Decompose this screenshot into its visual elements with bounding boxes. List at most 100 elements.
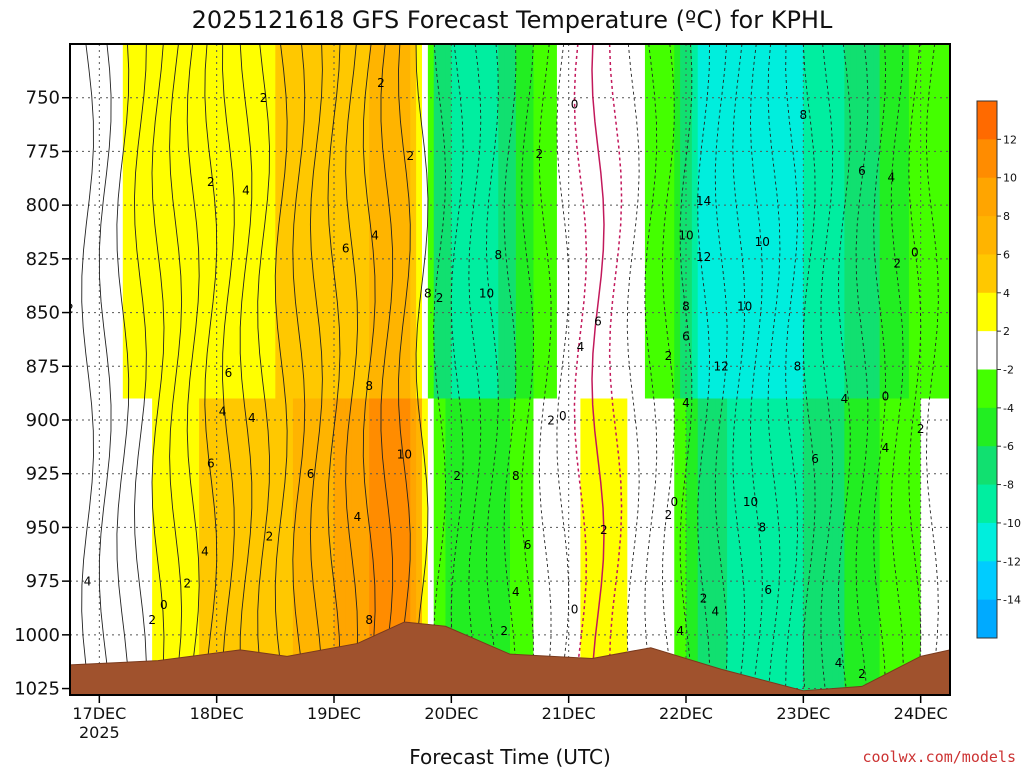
contour-label: 4: [841, 392, 849, 406]
band-cell-lower: [592, 398, 599, 695]
band-cell-lower: [721, 398, 728, 695]
colorbar-legend: 12 10 8 6 4 2 -2 -4 -6 -8 -10 -12 -14: [976, 100, 1021, 639]
band-cell-upper: [216, 44, 224, 399]
band-cell-lower: [568, 398, 576, 695]
band-cell-lower: [234, 398, 241, 695]
contour-label: 2: [184, 577, 192, 591]
contour-label: 4: [712, 605, 720, 619]
colorbar-tick-label: 2: [1003, 325, 1010, 338]
band-cell-upper: [111, 44, 118, 399]
band-cell-upper: [908, 44, 916, 399]
contour-label: 6: [682, 329, 690, 343]
x-tick-label: 22DEC: [659, 704, 713, 723]
contour-label: 10: [737, 299, 752, 313]
contour-label: 4: [354, 510, 362, 524]
contour-label: 2: [500, 624, 508, 638]
band-cell-upper: [873, 44, 881, 399]
band-cell-lower: [744, 398, 752, 695]
band-cell-lower: [410, 398, 417, 695]
band-cell-lower: [539, 398, 546, 695]
colorbar-tick-label: -10: [1003, 517, 1021, 530]
plot-frame: [69, 43, 951, 696]
contour-label: 4: [577, 340, 585, 354]
band-cell-lower: [914, 398, 922, 695]
band-cell-upper: [339, 44, 347, 399]
band-cell-lower: [791, 398, 799, 695]
grid-lines: [70, 44, 950, 695]
band-cell-lower: [879, 398, 887, 695]
band-cell-upper: [932, 44, 939, 399]
colorbar-bin: [977, 331, 997, 370]
contour-label: 0: [911, 246, 919, 260]
band-cell-upper: [891, 44, 898, 399]
band-cell-lower: [457, 398, 464, 695]
band-cell-lower: [732, 398, 740, 695]
contour-label: 0: [670, 495, 678, 509]
band-cell-lower: [228, 398, 235, 695]
band-cell-lower: [398, 398, 405, 695]
contour-label: 4: [242, 183, 250, 197]
band-cell-upper: [603, 44, 611, 399]
band-cell-lower: [885, 398, 892, 695]
contour-label: 2: [893, 256, 901, 270]
band-cell-lower: [210, 398, 218, 695]
band-cell-lower: [826, 398, 834, 695]
band-cell-lower: [75, 398, 83, 695]
band-cell-upper: [134, 44, 141, 399]
band-cell-upper: [234, 44, 241, 399]
band-cell-upper: [322, 44, 329, 399]
band-cell-lower: [463, 398, 470, 695]
band-cell-upper: [750, 44, 757, 399]
band-cell-lower: [328, 398, 335, 695]
contour-label: 2: [665, 349, 673, 363]
band-cell-upper: [146, 44, 153, 399]
band-cell-upper: [797, 44, 804, 399]
band-cell-lower: [345, 398, 353, 695]
band-cell-lower: [691, 398, 699, 695]
band-cell-upper: [187, 44, 194, 399]
colorbar-bin: [977, 484, 997, 524]
band-cell-upper: [422, 44, 429, 399]
band-cell-upper: [885, 44, 892, 399]
y-axis-ticks: 750 775 800 825 850 875 900 925 950 975 1000 1025: [14, 88, 70, 700]
contour-label: 6: [207, 456, 215, 470]
band-cell-lower: [392, 398, 400, 695]
band-cell-lower: [427, 398, 435, 695]
band-cell-upper: [263, 44, 271, 399]
band-cell-upper: [228, 44, 235, 399]
band-cell-upper: [527, 44, 535, 399]
contour-label: 6: [524, 538, 532, 552]
contour-label: 2: [600, 523, 608, 537]
band-cell-upper: [920, 44, 928, 399]
band-cell-upper: [574, 44, 581, 399]
band-cell-lower: [774, 398, 781, 695]
band-cell-upper: [779, 44, 787, 399]
band-cell-lower: [275, 398, 282, 695]
band-cell-lower: [574, 398, 581, 695]
band-cell-lower: [298, 398, 306, 695]
band-cell-upper: [427, 44, 435, 399]
band-cell-upper: [439, 44, 447, 399]
band-cell-lower: [650, 398, 658, 695]
band-cell-lower: [551, 398, 558, 695]
band-cell-upper: [404, 44, 411, 399]
band-cell-upper: [105, 44, 112, 399]
band-cell-lower: [838, 398, 845, 695]
band-cell-lower: [322, 398, 329, 695]
contour-label: 4: [201, 544, 209, 558]
band-cell-lower: [216, 398, 224, 695]
x-tick-label: 17DEC: [72, 704, 126, 723]
colorbar-tick-label: -12: [1003, 555, 1021, 568]
band-cell-lower: [122, 398, 130, 695]
band-cell-lower: [380, 398, 388, 695]
contour-label: 4: [512, 585, 520, 599]
band-cell-lower: [756, 398, 763, 695]
band-cell-upper: [697, 44, 705, 399]
y-tick-label: 1000: [14, 625, 60, 646]
surface-terrain: [70, 621, 950, 695]
band-cell-upper: [903, 44, 910, 399]
band-cell-lower: [785, 398, 793, 695]
band-cell-lower: [111, 398, 118, 695]
band-cell-upper: [257, 44, 265, 399]
band-cell-lower: [70, 398, 77, 695]
